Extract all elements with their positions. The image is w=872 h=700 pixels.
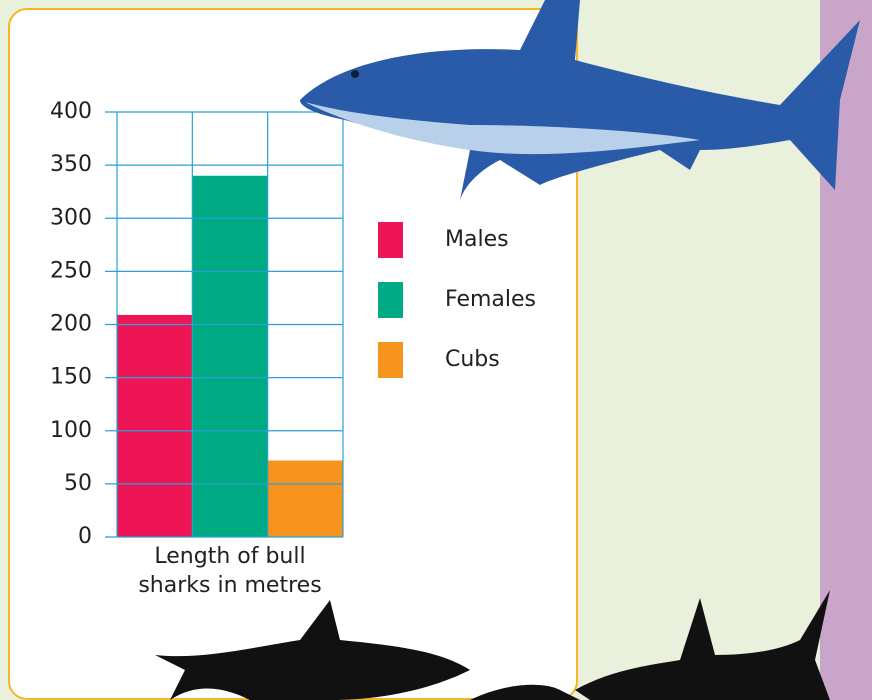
legend-swatch bbox=[378, 222, 403, 258]
y-tick-label: 400 bbox=[50, 99, 92, 124]
bar bbox=[117, 315, 192, 537]
y-tick-label: 100 bbox=[50, 418, 92, 443]
page: {"chart_data": {"type": "bar", "categori… bbox=[0, 0, 872, 700]
y-tick-label: 150 bbox=[50, 365, 92, 390]
bar bbox=[268, 461, 343, 538]
y-tick-label: 250 bbox=[50, 258, 92, 283]
bar bbox=[192, 176, 267, 537]
legend-label: Cubs bbox=[445, 347, 500, 372]
x-category-label: Length of bull sharks in metres bbox=[117, 542, 343, 600]
y-tick-label: 350 bbox=[50, 152, 92, 177]
legend-swatch bbox=[378, 342, 403, 378]
legend-label: Females bbox=[445, 287, 536, 312]
y-tick-label: 0 bbox=[78, 524, 92, 549]
y-tick-label: 50 bbox=[64, 471, 92, 496]
legend-swatch bbox=[378, 282, 403, 318]
y-tick-label: 300 bbox=[50, 205, 92, 230]
y-tick-label: 200 bbox=[50, 312, 92, 337]
legend-label: Males bbox=[445, 227, 509, 252]
